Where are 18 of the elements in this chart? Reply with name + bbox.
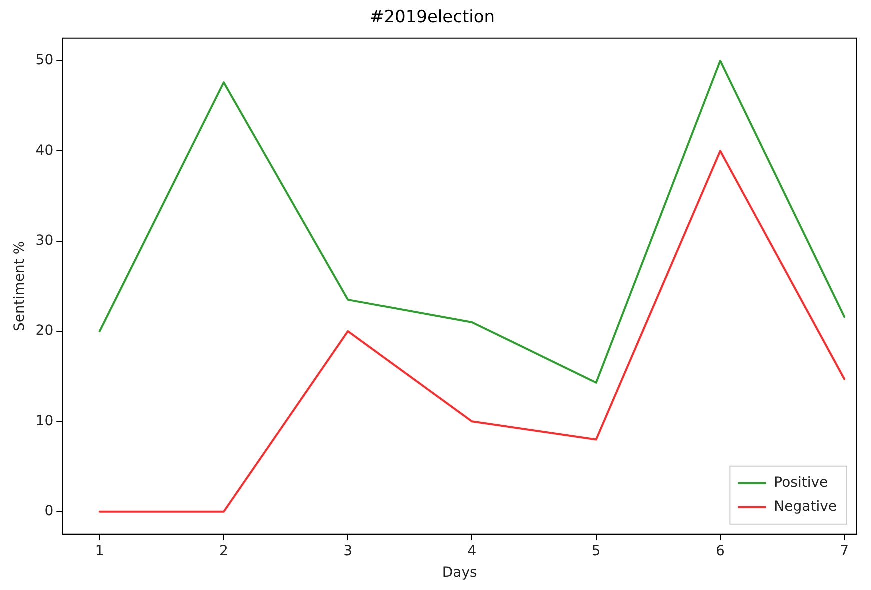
x-tick-label: 5	[592, 543, 601, 560]
x-tick-label: 6	[716, 543, 726, 560]
y-tick-label: 20	[36, 323, 54, 340]
x-tick-label: 2	[220, 543, 228, 560]
x-tick-label: 7	[840, 543, 850, 560]
x-tick-label: 4	[468, 543, 477, 560]
y-axis-title: Sentiment %	[12, 241, 28, 332]
x-tick-label: 1	[95, 543, 104, 560]
y-tick-label: 50	[36, 52, 54, 69]
y-tick-label: 0	[44, 503, 54, 520]
legend-label: Negative	[774, 499, 838, 516]
x-axis-title: Days	[442, 565, 478, 582]
y-tick-label: 10	[36, 413, 54, 430]
x-tick-label: 3	[344, 543, 353, 560]
legend-label: Positive	[774, 475, 828, 492]
chart-title: #2019election	[370, 8, 496, 28]
y-tick-label: 40	[36, 142, 54, 159]
y-tick-label: 30	[36, 232, 54, 249]
